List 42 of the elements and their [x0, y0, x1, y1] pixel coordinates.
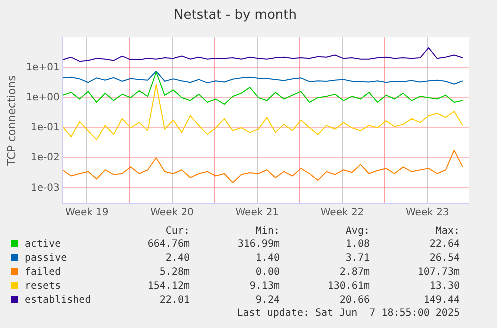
text: Cur:: [164, 226, 191, 238]
text: Min:: [254, 226, 281, 238]
text: 154.12m: [146, 280, 191, 294]
legend-label: established: [24, 294, 92, 308]
text: 316.99m: [236, 238, 281, 252]
x-tick-label: Week 23: [406, 208, 450, 219]
y-axis-title: TCP connections: [5, 75, 18, 167]
legend-label: resets: [24, 280, 62, 294]
text: 9.24: [254, 294, 281, 308]
legend-label: passive: [24, 252, 68, 266]
text: 3.71: [344, 252, 371, 266]
legend-label: failed: [24, 266, 62, 280]
text: 26.54: [428, 252, 461, 266]
text: 149.44: [422, 294, 461, 308]
y-tick-label: 1e+01: [26, 62, 60, 74]
text: 2.40: [164, 252, 191, 266]
chart-title: Netstat - by month: [174, 8, 297, 24]
text: 2.87m: [338, 266, 371, 280]
text: 22.01: [158, 294, 191, 308]
text: Last update: Sat Jun 7 18:55:00 2025: [236, 308, 461, 320]
text: Avg:: [344, 226, 371, 238]
x-tick-label: Week 20: [150, 208, 194, 219]
y-tick-label: 1e-02: [30, 152, 60, 164]
text: 107.73m: [416, 266, 461, 280]
text: 1.08: [344, 238, 371, 252]
text: 20.66: [338, 294, 371, 308]
text: 0.00: [254, 266, 281, 280]
y-tick-label: 1e-01: [30, 122, 60, 134]
text: 9.13m: [248, 280, 281, 294]
x-tick-label: Week 22: [320, 208, 364, 219]
text: 130.61m: [326, 280, 371, 294]
legend-label: active: [24, 238, 62, 252]
x-tick-label: Week 19: [65, 208, 109, 219]
text: 1.40: [254, 252, 281, 266]
text: Max:: [434, 226, 461, 238]
text: 5.28m: [158, 266, 191, 280]
text: 13.30: [428, 280, 461, 294]
y-tick-label: 1e-03: [30, 182, 60, 194]
text: 664.76m: [146, 238, 191, 252]
x-tick-label: Week 21: [236, 208, 280, 219]
text: 22.64: [428, 238, 461, 252]
y-tick-label: 1e+00: [26, 92, 60, 104]
